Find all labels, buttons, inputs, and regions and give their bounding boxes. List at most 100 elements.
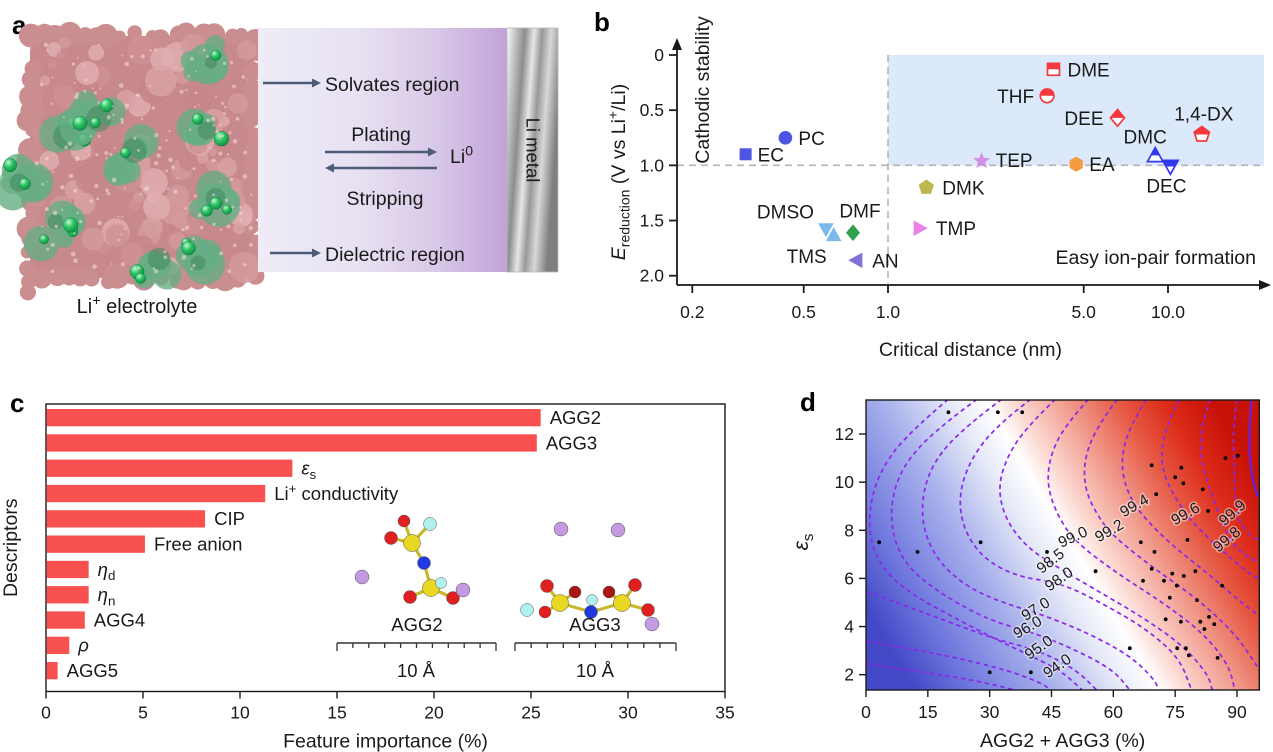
speckle	[158, 146, 162, 150]
pink-blob	[178, 151, 199, 172]
speckle	[156, 153, 161, 158]
c-x-tick-label: 30	[618, 703, 638, 723]
speckle	[89, 135, 92, 138]
pink-bump	[113, 30, 126, 43]
speckle	[117, 215, 120, 218]
contour-94.0	[868, 400, 1083, 690]
pink-bump	[19, 260, 36, 277]
interface-region	[258, 28, 507, 272]
speckle	[235, 117, 240, 121]
marker	[913, 220, 928, 236]
pink-bump	[242, 65, 260, 83]
li-ion-sphere	[135, 272, 147, 284]
data-dot	[1206, 509, 1210, 513]
b-x-tick-label: 1.0	[876, 302, 901, 322]
data-dot	[996, 410, 1000, 415]
point-label-THF: THF	[997, 87, 1034, 108]
c-x-tick-label: 20	[424, 703, 444, 723]
scatter-point-DMSO: DMSO	[757, 202, 834, 238]
scatter-point-TMP: TMP	[913, 219, 976, 240]
data-dot	[1167, 595, 1172, 600]
contour-solid	[1248, 400, 1259, 497]
speckle	[91, 87, 94, 90]
contour-background	[866, 400, 1260, 690]
speckle	[50, 269, 55, 274]
speckle	[163, 255, 168, 260]
bar-label-ρ: ρ	[77, 635, 89, 656]
contour-99.8	[1199, 400, 1258, 563]
pink-bump	[94, 23, 118, 48]
atom-N	[417, 556, 431, 570]
speckle	[181, 254, 187, 260]
atom-Od	[568, 585, 582, 599]
atom-Li	[644, 616, 660, 632]
d-x-tick-label: 0	[861, 702, 871, 722]
speckle	[190, 57, 194, 61]
data-dot	[1149, 463, 1154, 468]
agg3-scalebar	[514, 642, 677, 651]
speckle	[97, 134, 101, 138]
speckle	[136, 93, 140, 97]
speckle	[242, 173, 248, 179]
point-label-DMSO: DMSO	[757, 202, 814, 223]
marker	[818, 223, 834, 238]
c-y-axis-title: Descriptors	[0, 498, 22, 597]
speckle	[171, 165, 175, 170]
contour-u2	[866, 640, 1052, 690]
c-x-tick-label: 10	[230, 703, 250, 723]
pink-blob	[81, 227, 105, 251]
speckle	[219, 228, 223, 231]
speckle	[67, 141, 73, 147]
speckle	[194, 105, 197, 109]
speckle	[175, 66, 178, 69]
speckle	[68, 173, 74, 179]
speckle	[232, 243, 237, 248]
scatter-point-TEP: TEP	[973, 151, 1033, 172]
agg2-scale-label: 10 Å	[397, 660, 436, 681]
scatter-point-DMF: DMF	[839, 202, 881, 241]
speckle	[74, 156, 80, 162]
speckle	[202, 48, 206, 52]
speckle	[219, 123, 222, 127]
plating-arrow	[325, 147, 437, 157]
speckle	[193, 194, 197, 198]
speckle	[70, 251, 76, 257]
speckle	[227, 153, 230, 156]
data-dot	[1198, 619, 1203, 624]
data-dot	[1045, 550, 1049, 554]
atom-O	[538, 605, 552, 619]
data-dot	[1181, 574, 1186, 578]
data-dot	[1235, 453, 1240, 458]
marker	[918, 179, 934, 194]
bar-εs	[46, 459, 293, 477]
pink-blob	[145, 65, 177, 97]
marker	[846, 224, 860, 241]
atom-O	[446, 591, 460, 605]
speckle	[124, 61, 130, 67]
stable-quadrant-shading	[888, 55, 1264, 166]
electrolyte-image	[0, 21, 271, 301]
b-y-tick-label: 0.5	[640, 100, 664, 120]
speckle	[248, 242, 253, 247]
b-x-axis-arrowhead	[1259, 280, 1271, 290]
scatter-point-EA: EA	[1069, 155, 1115, 176]
data-dot	[1184, 646, 1188, 651]
speckle	[153, 269, 159, 274]
speckle	[46, 247, 50, 252]
data-dot	[1127, 646, 1132, 651]
panel-b: 0 0.5 1.0 1.5 2.0 0.2 0.5 1.0 5.0 10.0 Critical di…	[605, 16, 1271, 361]
speckle	[62, 116, 65, 119]
li-metal-bar	[506, 27, 559, 273]
speckle	[212, 124, 215, 127]
data-dot	[946, 410, 951, 415]
b-x-axis-title: Critical distance (nm)	[879, 339, 1062, 361]
speckle	[121, 215, 124, 218]
green-patch-dark	[197, 121, 217, 140]
d-x-tick-label: 60	[1104, 702, 1124, 722]
li-ion-sphere	[120, 147, 131, 159]
data-dot	[1029, 670, 1033, 675]
d-y-tick-label: 4	[844, 617, 854, 637]
atom-Li	[455, 582, 471, 598]
speckle	[212, 222, 216, 227]
agg3-molecule	[520, 521, 660, 632]
